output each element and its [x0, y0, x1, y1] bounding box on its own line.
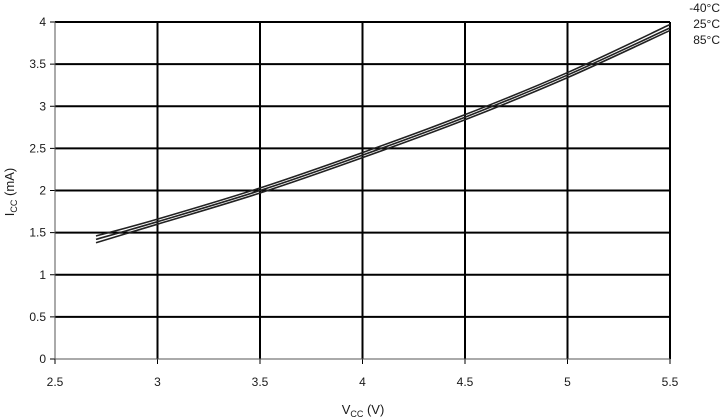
legend: -40°C 25°C 85°C	[689, 1, 720, 47]
x-tick-label: 4	[359, 375, 366, 389]
series-lines	[95, 23, 671, 244]
series-line-2	[95, 27, 671, 241]
series-line-3	[95, 29, 671, 244]
y-axis-label: ICC (mA)	[2, 168, 19, 216]
y-tick-label: 0	[39, 352, 46, 366]
y-tick-labels: 0 0.5 1 1.5 2 2.5 3 3.5 4	[29, 15, 46, 366]
x-tick-label: 2.5	[47, 375, 64, 389]
x-tick-label: 5	[564, 375, 571, 389]
x-axis-label: VCC (V)	[342, 402, 385, 418]
x-tick-label: 5.5	[662, 375, 679, 389]
y-tick-label: 0.5	[29, 310, 46, 324]
y-tick-label: 3.5	[29, 57, 46, 71]
axes	[50, 21, 671, 364]
legend-entry-2: 25°C	[693, 17, 720, 31]
y-tick-label: 3	[39, 99, 46, 113]
series-line-1	[95, 23, 671, 237]
y-tick-label: 1.5	[29, 226, 46, 240]
x-tick-label: 3	[154, 375, 161, 389]
grid	[55, 21, 671, 359]
y-tick-label: 4	[39, 15, 46, 29]
x-tick-labels: 2.5 3 3.5 4 4.5 5 5.5	[47, 375, 679, 389]
x-tick-label: 4.5	[457, 375, 474, 389]
legend-entry-1: -40°C	[689, 1, 720, 15]
x-tick-label: 3.5	[252, 375, 269, 389]
legend-entry-3: 85°C	[693, 33, 720, 47]
y-tick-label: 2	[39, 184, 46, 198]
y-tick-label: 1	[39, 268, 46, 282]
y-tick-label: 2.5	[29, 141, 46, 155]
